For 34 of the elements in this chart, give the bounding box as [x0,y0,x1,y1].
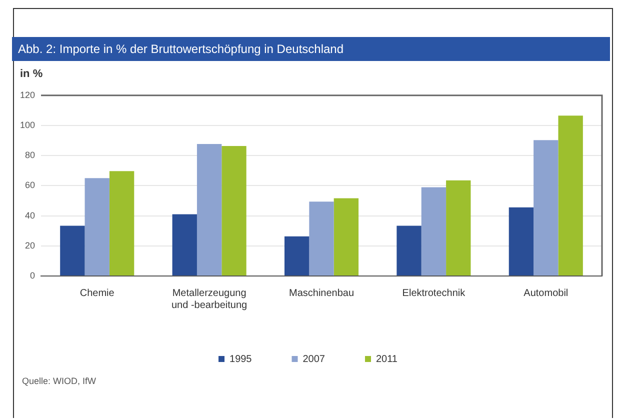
legend-label: 1995 [230,354,252,365]
bar [334,198,359,276]
category-label: und -bearbeitung [172,300,248,311]
source-note: Quelle: WIOD, IfW [22,376,96,386]
bar [84,178,110,276]
bar [222,146,246,276]
bar [421,187,446,276]
legend-label: 2007 [302,354,326,365]
x-tick-label: Automobil [524,288,568,299]
bar [284,236,310,276]
bar [534,140,558,276]
y-tick-label: 0 [30,270,36,280]
bar [446,180,471,276]
bar [558,116,583,276]
y-tick-label: 40 [25,210,36,220]
bar [109,171,134,276]
y-axis-title: in % [20,68,43,80]
legend-label: 2011 [376,354,398,365]
bar [172,214,197,276]
y-tick-label: 80 [25,150,36,160]
bar [396,226,422,276]
chart-title: Abb. 2: Importe in % der Bruttowertschöpfung in Deutschland [12,37,610,61]
x-tick-label: Elektrotechnik [402,288,466,299]
bar [60,226,85,276]
y-tick-label: 20 [25,240,36,250]
y-tick-label: 100 [20,120,36,130]
bar [508,207,534,276]
bar [309,202,334,276]
y-tick-label: 120 [20,90,36,100]
y-tick-label: 60 [25,180,36,190]
x-tick-label: Maschinenbau [288,288,354,299]
x-tick-label: Chemie [80,288,115,299]
category-label: Metallerzeugung [172,288,246,299]
bar [196,144,222,276]
